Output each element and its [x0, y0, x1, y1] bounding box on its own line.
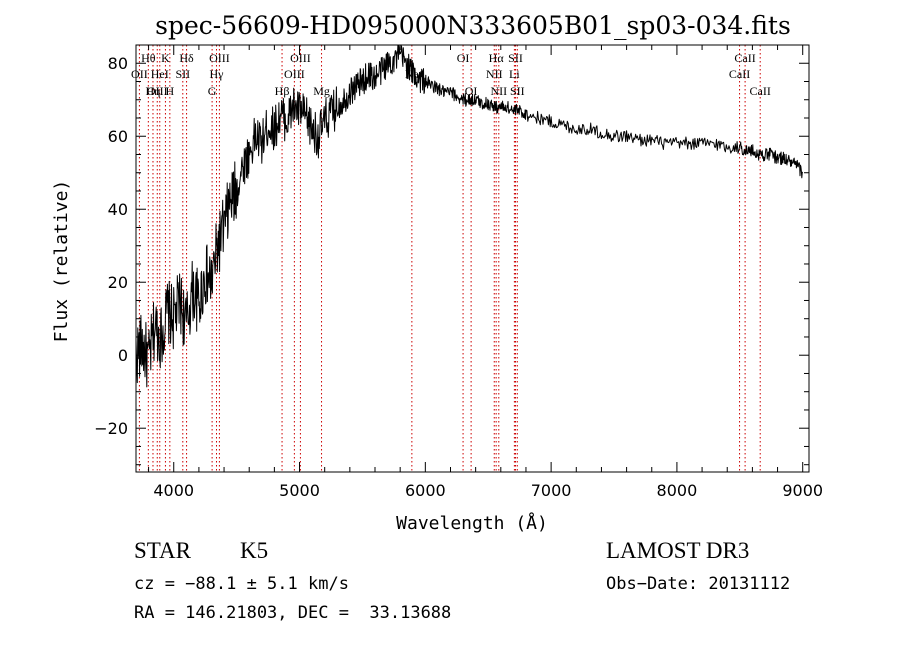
line-label: OIII	[209, 51, 230, 65]
line-label: OI	[465, 84, 478, 98]
y-tick-label: 40	[108, 200, 128, 219]
x-tick-label: 7000	[531, 481, 572, 500]
observation-date: Obs−Date: 20131112	[606, 574, 791, 594]
line-label: G	[208, 84, 217, 98]
line-label: NII	[486, 67, 503, 81]
plot-axes: 4000 5000 6000 7000 8000 9000 −20 0 20 40 60 80	[94, 44, 823, 500]
chart-title: spec-56609-HD095000N333605B01_sp03-034.f…	[155, 11, 791, 40]
line-label: OIII	[147, 84, 168, 98]
line-label: K	[161, 51, 170, 65]
line-label: SII	[510, 84, 525, 98]
object-subclass: K5	[240, 538, 269, 563]
line-label: Hγ	[210, 67, 225, 81]
x-tick-label: 8000	[657, 481, 698, 500]
x-tick-label: 5000	[279, 481, 320, 500]
line-label: OIII	[284, 67, 305, 81]
line-label: CaII	[734, 51, 755, 65]
spectrum-series	[135, 44, 804, 388]
redshift-readout: cz = −88.1 ± 5.1 km/s	[134, 574, 349, 594]
line-label: OIII	[290, 51, 311, 65]
x-tick-label: 9000	[782, 481, 823, 500]
spectrum-line	[135, 44, 804, 388]
x-tick-label: 4000	[153, 481, 194, 500]
coordinates-readout: RA = 146.21803, DEC = 33.13688	[134, 603, 452, 623]
y-tick-label: 80	[108, 54, 128, 73]
line-label: Hδ	[179, 51, 194, 65]
line-label: HeI	[151, 67, 169, 81]
line-label: OII	[131, 67, 148, 81]
x-tick-label: 6000	[405, 481, 446, 500]
line-label: CaII	[729, 67, 750, 81]
line-label: Na	[405, 67, 420, 81]
x-axis-label: Wavelength (Å)	[396, 512, 548, 534]
line-label: OI	[457, 51, 470, 65]
y-tick-label: 0	[118, 346, 128, 365]
line-label: Hα	[489, 51, 505, 65]
y-axis-label: Flux (relative)	[51, 180, 72, 343]
line-label: Hθ	[141, 51, 156, 65]
object-class: STAR	[134, 538, 191, 563]
line-label: Mg	[313, 84, 330, 98]
emission-line-markers	[138, 45, 761, 472]
y-tick-label: 60	[108, 127, 128, 146]
line-label: NII	[490, 84, 507, 98]
line-label: Hβ	[275, 84, 290, 98]
survey-name: LAMOST DR3	[606, 538, 750, 563]
line-label: H	[166, 84, 175, 98]
y-tick-label: 20	[108, 273, 128, 292]
line-label: SII	[175, 67, 190, 81]
line-label: Li	[509, 67, 520, 81]
y-tick-label: −20	[94, 419, 128, 438]
line-label: Hη	[146, 84, 161, 98]
line-label: SII	[508, 51, 523, 65]
plot-frame	[135, 44, 810, 473]
line-label: CaII	[750, 84, 771, 98]
